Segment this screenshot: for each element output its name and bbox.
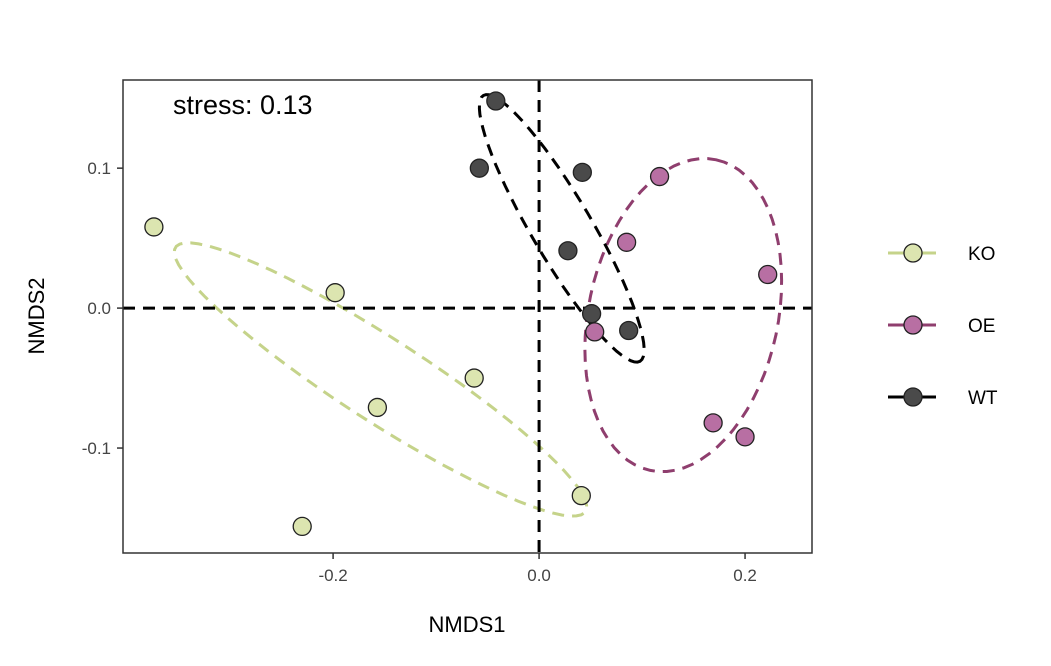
legend-key-point-wt (903, 387, 923, 407)
point-oe (616, 232, 637, 252)
point-ko (571, 485, 591, 506)
y-tick-label: 0.0 (87, 299, 111, 318)
x-axis-label: NMDS1 (428, 612, 505, 637)
point-oe (703, 413, 723, 433)
point-wt (572, 162, 592, 183)
point-wt (581, 304, 602, 324)
legend-label-wt: WT (968, 388, 998, 409)
x-tick-label: -0.2 (318, 566, 347, 585)
panel-border (122, 79, 813, 554)
point-ko (292, 516, 312, 537)
y-axis-label: NMDS2 (24, 277, 49, 354)
point-ko (464, 368, 484, 388)
x-tick-label: 0.0 (527, 566, 551, 585)
point-ko (325, 283, 345, 303)
point-wt (619, 320, 639, 341)
stress-annotation: stress: 0.13 (173, 90, 313, 120)
point-ko (144, 217, 164, 237)
legend-label-ko: KO (968, 244, 995, 265)
point-oe (735, 427, 755, 447)
legend-key-point-oe (903, 315, 923, 335)
point-wt (469, 158, 489, 178)
x-tick-label: 0.2 (733, 566, 757, 585)
point-oe (758, 264, 778, 285)
y-tick-label: -0.1 (82, 439, 111, 458)
y-tick-label: 0.1 (87, 159, 111, 178)
point-wt (486, 91, 506, 111)
point-ko (367, 397, 388, 418)
point-oe (585, 322, 605, 342)
ellipse-oe (583, 157, 784, 474)
point-oe (649, 166, 670, 187)
legend-label-oe: OE (968, 316, 995, 337)
legend-key-point-ko (903, 243, 923, 263)
ellipse-wt (477, 93, 646, 364)
ellipse-ko (172, 241, 589, 518)
point-wt (558, 241, 578, 261)
